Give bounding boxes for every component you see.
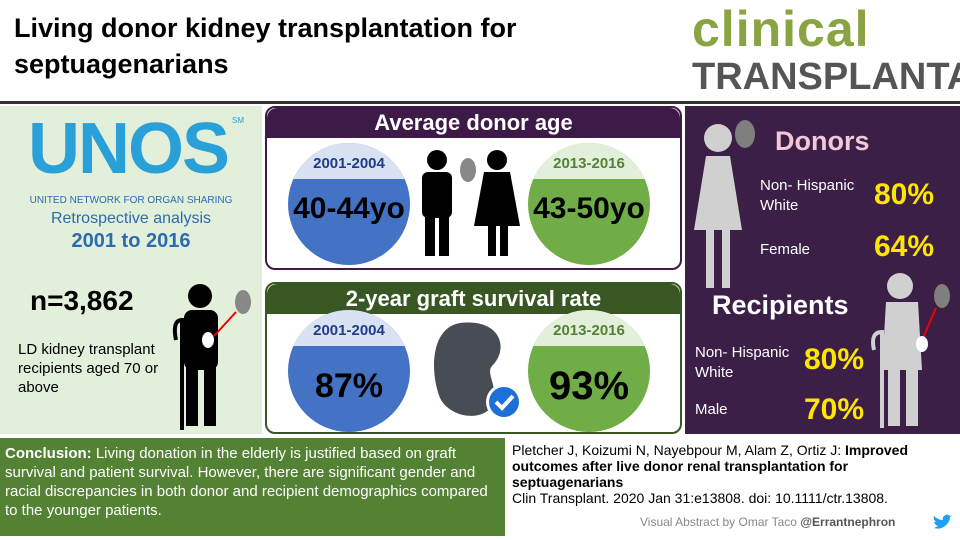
row-label: Male: [695, 401, 728, 418]
journal-logo-bottom: TRANSPLANTATION: [692, 56, 960, 98]
donors-heading: Donors: [775, 126, 870, 156]
conclusion-text: Living donation in the elderly is justif…: [5, 445, 488, 519]
period-circle: 2001-2004 87%: [288, 310, 410, 432]
study-period: 2001 to 2016: [71, 230, 191, 252]
credit-handle: @Errantnephron: [800, 515, 896, 529]
study-panel: [0, 106, 262, 434]
period-circle: 2013-2016 43-50yo: [528, 143, 650, 265]
credit-text: Visual Abstract by Omar Taco: [640, 515, 797, 529]
age-range: 43-50yo: [533, 192, 645, 225]
conclusion-label: Conclusion:: [5, 445, 92, 462]
elderly-icon: [172, 284, 251, 430]
donor-couple-icon: [422, 150, 520, 256]
survival-rate: 93%: [548, 364, 630, 408]
row-label: Non- Hispanic White: [760, 177, 855, 214]
citation-authors: Pletcher J, Koizumi N, Nayebpour M, Alam…: [512, 442, 842, 458]
elderly-recipient-icon: [871, 273, 950, 428]
row-value: 80%: [874, 178, 935, 211]
citation-source: Clin Transplant. 2020 Jan 31:e13808. doi…: [512, 490, 888, 506]
panel-title: 2-year graft survival rate: [267, 284, 680, 314]
row-value: 70%: [804, 393, 865, 426]
survival-rate: 87%: [314, 367, 384, 405]
twitter-icon: [933, 514, 953, 529]
title: Living donor kidney transplantation for …: [14, 13, 517, 79]
conclusion-box: Conclusion: Living donation in the elder…: [0, 438, 505, 536]
divider: [0, 101, 960, 104]
period-circle: 2013-2016 93%: [528, 310, 650, 432]
study-design: Retrospective analysis: [50, 210, 212, 227]
row-value: 64%: [874, 230, 935, 263]
logo-mark: SM: [232, 116, 244, 125]
sample-size: n=3,862: [30, 285, 134, 316]
female-donor-icon: [694, 120, 755, 288]
citation: Pletcher J, Koizumi N, Nayebpour M, Alam…: [512, 442, 952, 506]
credit: Visual Abstract by Omar Taco @Errantneph…: [640, 515, 895, 529]
panel-title: Average donor age: [267, 108, 680, 138]
population: LD kidney transplant recipients aged 70 …: [18, 341, 159, 396]
unos-logo: UNOS: [28, 109, 230, 189]
period-circle: 2001-2004 40-44yo: [288, 143, 410, 265]
organization: UNITED NETWORK FOR ORGAN SHARING: [29, 195, 233, 206]
journal-logo-top: clinical: [692, 1, 870, 57]
row-label: Female: [760, 241, 811, 258]
period-label: 2013-2016: [528, 310, 650, 346]
row-label: Non- Hispanic White: [695, 344, 790, 381]
citation-title: Improved outcomes after live donor renal…: [512, 442, 909, 490]
age-range: 40-44yo: [293, 192, 405, 225]
recipients-heading: Recipients: [712, 290, 849, 320]
row-value: 80%: [804, 343, 865, 376]
kidney-check-icon: [434, 322, 522, 420]
